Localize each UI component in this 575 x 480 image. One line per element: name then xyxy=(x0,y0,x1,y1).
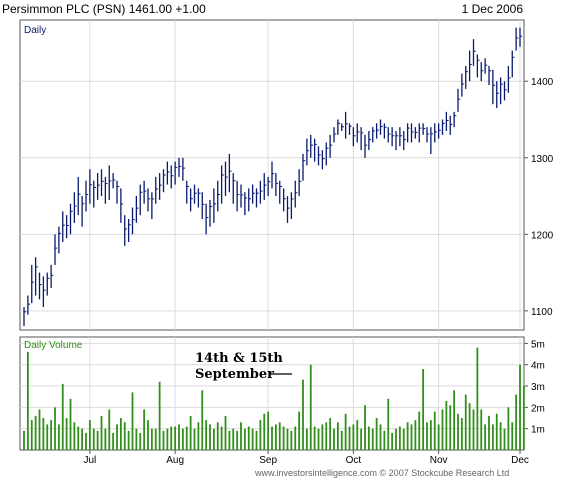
volume-tick-label: 2m xyxy=(531,403,545,414)
volume-tick-label: 5m xyxy=(531,339,545,350)
chart-date: 1 Dec 2006 xyxy=(461,2,523,16)
price-panel: 1100 1200 1300 1400 Daily xyxy=(19,19,554,331)
price-tick-label: 1300 xyxy=(531,154,554,165)
chart-header: Persimmon PLC (PSN) 1461.00 +1.00 1 Dec … xyxy=(0,0,575,18)
month-tick-label: Jul xyxy=(83,455,96,466)
stock-title: Persimmon PLC (PSN) 1461.00 +1.00 xyxy=(2,2,206,16)
price-tick-label: 1400 xyxy=(531,77,554,88)
month-tick-label: Aug xyxy=(166,455,184,466)
month-tick-label: Oct xyxy=(346,455,362,466)
volume-tick-label: 3m xyxy=(531,382,545,393)
volume-tick-label: 1m xyxy=(531,425,545,436)
month-axis: Jul Aug Sep Oct Nov Dec xyxy=(83,450,529,466)
volume-tick-label: 4m xyxy=(531,361,545,372)
month-tick-label: Sep xyxy=(259,455,277,466)
annotation-line2: September xyxy=(195,367,274,382)
annotation-line1: 14th & 15th xyxy=(195,351,283,366)
volume-panel-label: Daily Volume xyxy=(24,340,83,351)
copyright-footer: www.investorsintelligence.com © 2007 Sto… xyxy=(255,468,510,478)
month-tick-label: Dec xyxy=(511,455,529,466)
price-panel-label: Daily xyxy=(24,25,46,36)
price-tick-label: 1100 xyxy=(531,307,553,318)
volume-panel: 1m 2m 3m 4m 5m Daily Volume 14th & 15thSeptemb… xyxy=(19,336,545,451)
month-tick-label: Nov xyxy=(430,455,448,466)
price-tick-label: 1200 xyxy=(531,230,554,241)
